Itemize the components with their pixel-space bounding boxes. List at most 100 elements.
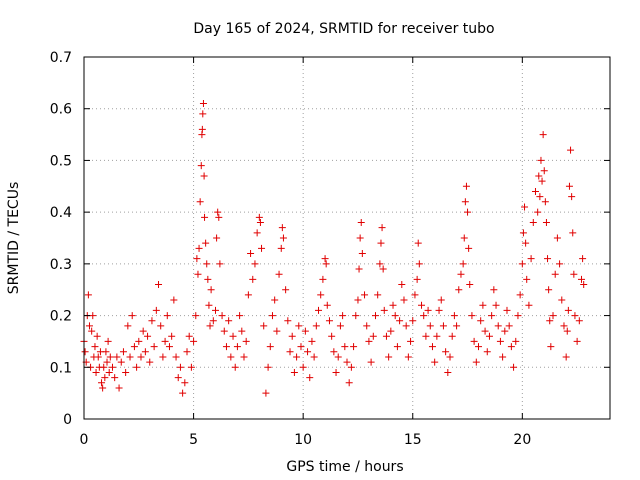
data-point: [339, 312, 347, 320]
data-point: [251, 260, 259, 268]
grid-lines: [84, 57, 610, 419]
data-point: [355, 265, 363, 273]
data-point: [481, 327, 489, 335]
data-point: [139, 327, 147, 335]
data-point: [464, 208, 472, 216]
data-point: [275, 270, 283, 278]
data-point: [514, 312, 522, 320]
data-point: [453, 322, 461, 330]
data-point: [195, 244, 203, 252]
data-point: [185, 332, 193, 340]
data-point: [92, 368, 100, 376]
data-point: [442, 348, 450, 356]
data-point: [231, 363, 239, 371]
data-point: [187, 363, 195, 371]
data-point: [89, 312, 97, 320]
data-point: [488, 312, 496, 320]
data-point: [268, 312, 276, 320]
data-point: [236, 312, 244, 320]
data-point: [106, 353, 114, 361]
data-point: [444, 368, 452, 376]
data-point: [170, 296, 178, 304]
data-point: [564, 306, 572, 314]
data-point: [562, 353, 570, 361]
data-point: [402, 322, 410, 330]
data-point: [190, 337, 198, 345]
data-point: [122, 368, 130, 376]
data-point: [262, 389, 270, 397]
data-point: [174, 374, 182, 382]
data-point: [290, 368, 298, 376]
data-point: [199, 100, 207, 108]
data-point: [465, 244, 473, 252]
data-point: [540, 167, 548, 175]
data-point: [407, 337, 415, 345]
data-point: [93, 332, 101, 340]
data-point: [541, 198, 549, 206]
data-point: [420, 312, 428, 320]
y-tick-label: 0.5: [50, 153, 72, 169]
data-point: [492, 301, 500, 309]
data-point: [258, 244, 266, 252]
data-point: [181, 379, 189, 387]
data-point: [334, 353, 342, 361]
data-point: [356, 234, 364, 242]
data-point: [503, 306, 511, 314]
data-point: [531, 187, 539, 195]
data-point: [347, 363, 355, 371]
data-point: [415, 260, 423, 268]
data-point: [282, 286, 290, 294]
data-point: [350, 343, 358, 351]
data-point: [378, 224, 386, 232]
x-tick-label: 15: [404, 432, 422, 448]
scatter-points: [80, 100, 588, 397]
data-point: [455, 286, 463, 294]
data-point: [418, 301, 426, 309]
data-point: [227, 353, 235, 361]
y-tick-label: 0.4: [50, 205, 72, 221]
data-point: [98, 379, 106, 387]
data-point: [507, 343, 515, 351]
data-point: [256, 218, 264, 226]
data-point: [295, 322, 303, 330]
data-point: [163, 312, 171, 320]
axis-ticks: [83, 56, 610, 420]
data-point: [371, 312, 379, 320]
y-tick-labels: 0 0.1 0.2 0.3 0.4 0.5 0.6 0.7: [50, 50, 72, 428]
data-point: [363, 322, 371, 330]
data-point: [204, 275, 212, 283]
data-point: [319, 275, 327, 283]
data-point: [102, 348, 110, 356]
data-point: [545, 286, 553, 294]
data-point: [424, 306, 432, 314]
data-point: [148, 317, 156, 325]
data-point: [345, 379, 353, 387]
data-point: [119, 348, 127, 356]
data-point: [558, 296, 566, 304]
data-point: [433, 332, 441, 340]
data-point: [238, 327, 246, 335]
data-point: [553, 234, 561, 242]
data-point: [457, 270, 465, 278]
data-point: [367, 358, 375, 366]
data-point: [141, 348, 149, 356]
data-point: [216, 260, 224, 268]
x-tick-labels: 0 5 10 15 20: [80, 432, 532, 448]
data-point: [426, 322, 434, 330]
data-point: [168, 332, 176, 340]
data-point: [213, 234, 221, 242]
data-point: [323, 301, 331, 309]
data-point: [330, 348, 338, 356]
data-point: [310, 353, 318, 361]
data-point: [99, 384, 107, 392]
data-point: [472, 358, 480, 366]
data-point: [115, 384, 123, 392]
data-point: [286, 348, 294, 356]
data-point: [374, 291, 382, 299]
data-point: [317, 291, 325, 299]
data-point: [157, 322, 165, 330]
data-point: [534, 208, 542, 216]
data-point: [578, 275, 586, 283]
data-point: [358, 250, 366, 258]
y-axis-label: SRMTID / TECUs: [6, 182, 22, 295]
